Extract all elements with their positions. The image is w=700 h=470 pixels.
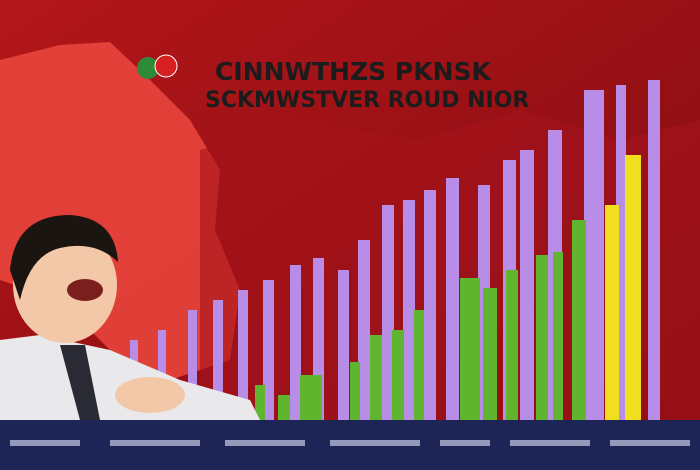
bar (403, 200, 415, 420)
bar (536, 255, 548, 420)
ticker-item (610, 440, 690, 446)
bar (300, 375, 322, 420)
person (0, 215, 260, 420)
bar (238, 290, 248, 420)
yellow-bars (605, 155, 641, 420)
bar (350, 362, 360, 420)
logo (137, 54, 178, 79)
bar (370, 335, 382, 420)
bar (313, 258, 324, 420)
bar (572, 220, 586, 420)
bar (338, 270, 349, 420)
bar (414, 310, 424, 420)
ticker-item (510, 440, 590, 446)
bar (278, 395, 290, 420)
bar (424, 190, 436, 420)
bar (392, 330, 404, 420)
ticker-item (330, 440, 420, 446)
bar (255, 385, 265, 420)
tie (60, 345, 100, 420)
bar (616, 85, 626, 420)
hair (10, 215, 118, 300)
bar (290, 265, 301, 420)
bar (188, 310, 197, 420)
bar (625, 155, 641, 420)
ticker-item (440, 440, 490, 446)
bar (382, 205, 394, 420)
ticker-item (110, 440, 200, 446)
bar (460, 278, 480, 420)
logo-dot (137, 57, 159, 79)
bar (605, 205, 619, 420)
bar (483, 288, 497, 420)
mouth (67, 279, 103, 301)
subtitle: SCKMWSTVER ROUD NIOR (205, 88, 529, 113)
bar (263, 280, 274, 420)
ticker-item (225, 440, 305, 446)
green-bars (255, 220, 586, 420)
title: CINNWTHZS PKNSK (215, 57, 493, 86)
bar (584, 90, 604, 420)
bar (553, 252, 563, 420)
logo-dot (154, 54, 178, 78)
bar (446, 178, 459, 420)
bar (213, 300, 223, 420)
ticker-item (10, 440, 80, 446)
footer-ticker (10, 440, 690, 446)
bar (358, 240, 370, 420)
hands (115, 377, 185, 413)
bar (520, 150, 534, 420)
bar (648, 80, 660, 420)
bar (506, 270, 518, 420)
